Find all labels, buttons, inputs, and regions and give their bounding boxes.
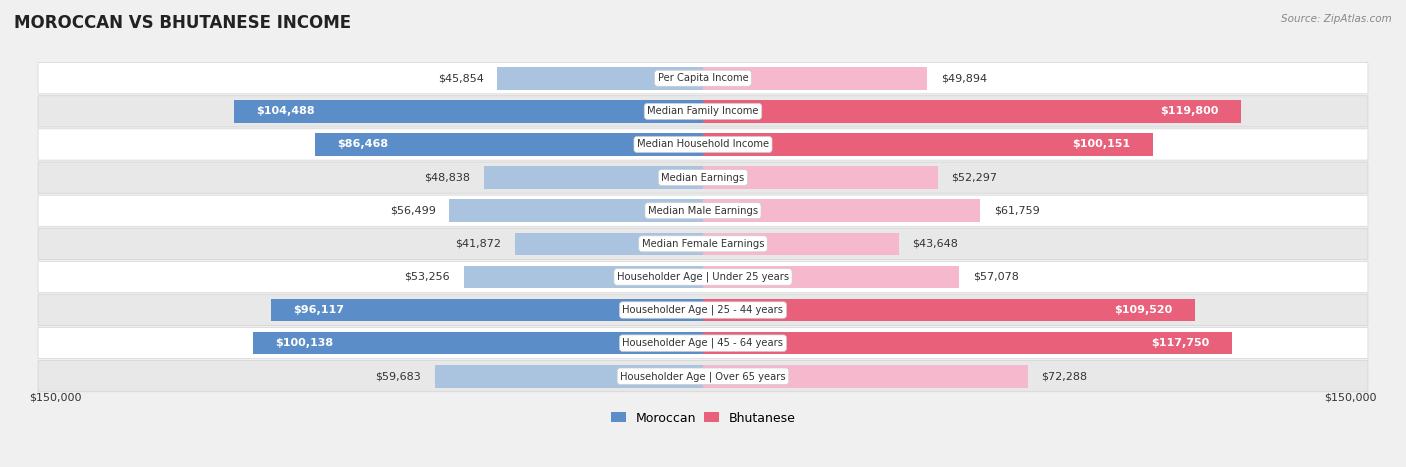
Text: $43,648: $43,648: [912, 239, 959, 249]
Text: Householder Age | 25 - 44 years: Householder Age | 25 - 44 years: [623, 305, 783, 315]
Bar: [703, 266, 959, 288]
Bar: [271, 299, 703, 321]
Text: $59,683: $59,683: [375, 371, 422, 381]
Bar: [703, 166, 938, 189]
Bar: [703, 199, 980, 222]
Text: $117,750: $117,750: [1152, 338, 1209, 348]
FancyBboxPatch shape: [38, 361, 1368, 392]
Text: $52,297: $52,297: [952, 173, 997, 183]
Text: MOROCCAN VS BHUTANESE INCOME: MOROCCAN VS BHUTANESE INCOME: [14, 14, 352, 32]
Text: $72,288: $72,288: [1042, 371, 1087, 381]
FancyBboxPatch shape: [38, 327, 1368, 359]
Text: $48,838: $48,838: [425, 173, 470, 183]
Text: Per Capita Income: Per Capita Income: [658, 73, 748, 83]
Bar: [253, 332, 703, 354]
FancyBboxPatch shape: [38, 295, 1368, 325]
FancyBboxPatch shape: [38, 195, 1368, 226]
Bar: [703, 233, 898, 255]
Bar: [434, 365, 703, 388]
Bar: [464, 266, 703, 288]
FancyBboxPatch shape: [38, 162, 1368, 193]
Legend: Moroccan, Bhutanese: Moroccan, Bhutanese: [606, 407, 800, 430]
Text: $96,117: $96,117: [294, 305, 344, 315]
Text: $45,854: $45,854: [437, 73, 484, 83]
Bar: [703, 365, 1028, 388]
Text: Householder Age | 45 - 64 years: Householder Age | 45 - 64 years: [623, 338, 783, 348]
Text: $100,151: $100,151: [1073, 140, 1130, 149]
Bar: [449, 199, 703, 222]
Text: $150,000: $150,000: [30, 393, 82, 403]
Text: Median Earnings: Median Earnings: [661, 173, 745, 183]
FancyBboxPatch shape: [38, 63, 1368, 94]
Text: Median Female Earnings: Median Female Earnings: [641, 239, 765, 249]
Text: $61,759: $61,759: [994, 205, 1039, 216]
Bar: [496, 67, 703, 90]
Bar: [484, 166, 703, 189]
Text: $150,000: $150,000: [1324, 393, 1376, 403]
Text: Median Household Income: Median Household Income: [637, 140, 769, 149]
Text: Householder Age | Over 65 years: Householder Age | Over 65 years: [620, 371, 786, 382]
Text: $86,468: $86,468: [337, 140, 388, 149]
FancyBboxPatch shape: [38, 129, 1368, 160]
FancyBboxPatch shape: [38, 262, 1368, 292]
FancyBboxPatch shape: [38, 228, 1368, 259]
Bar: [233, 100, 703, 123]
Bar: [703, 133, 1153, 156]
Text: Source: ZipAtlas.com: Source: ZipAtlas.com: [1281, 14, 1392, 24]
Text: $53,256: $53,256: [405, 272, 450, 282]
Text: $119,800: $119,800: [1160, 106, 1219, 116]
Bar: [703, 299, 1195, 321]
Text: Median Male Earnings: Median Male Earnings: [648, 205, 758, 216]
Text: $104,488: $104,488: [256, 106, 315, 116]
Bar: [315, 133, 703, 156]
Text: $49,894: $49,894: [941, 73, 987, 83]
Text: Householder Age | Under 25 years: Householder Age | Under 25 years: [617, 272, 789, 282]
Bar: [703, 67, 927, 90]
Text: $41,872: $41,872: [456, 239, 502, 249]
FancyBboxPatch shape: [38, 96, 1368, 127]
Text: $56,499: $56,499: [389, 205, 436, 216]
Text: $109,520: $109,520: [1115, 305, 1173, 315]
Text: $100,138: $100,138: [276, 338, 333, 348]
Text: Median Family Income: Median Family Income: [647, 106, 759, 116]
Bar: [515, 233, 703, 255]
Bar: [703, 100, 1241, 123]
Bar: [703, 332, 1232, 354]
Text: $57,078: $57,078: [973, 272, 1019, 282]
